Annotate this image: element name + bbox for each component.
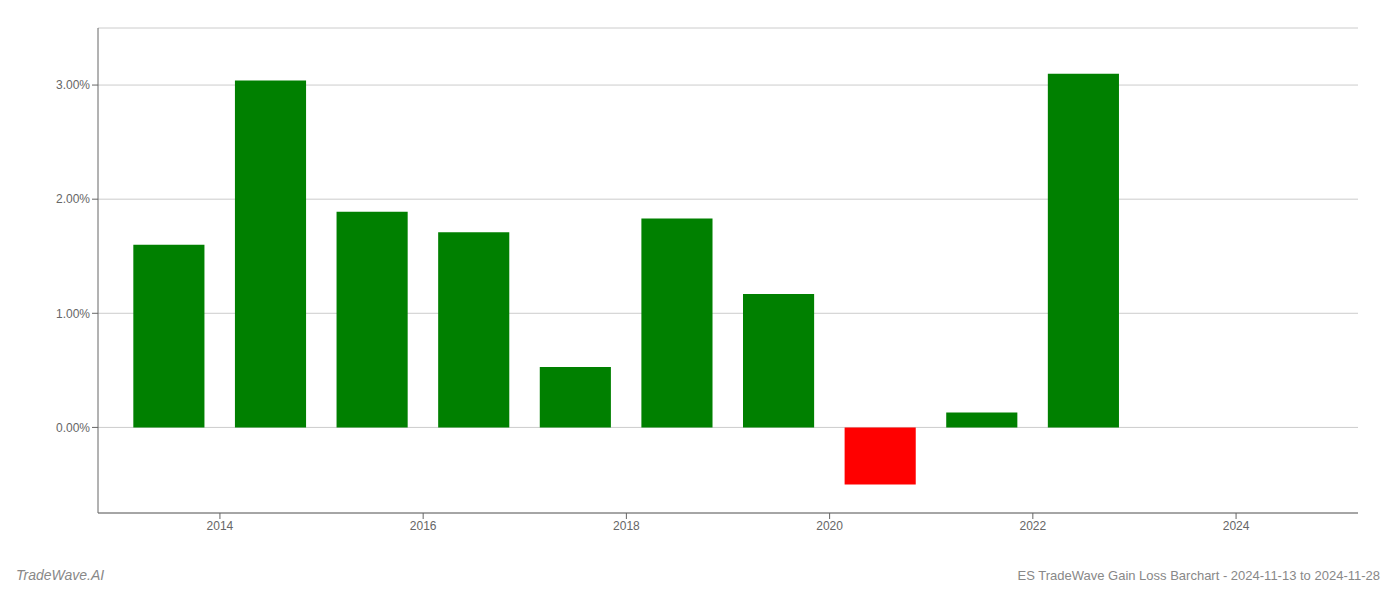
svg-text:2022: 2022 bbox=[1019, 519, 1046, 533]
svg-text:2018: 2018 bbox=[613, 519, 640, 533]
svg-text:1.00%: 1.00% bbox=[56, 307, 90, 321]
svg-text:2016: 2016 bbox=[410, 519, 437, 533]
svg-text:2024: 2024 bbox=[1223, 519, 1250, 533]
html-text:ES TradeWave Gain Loss Barchar: ES TradeWave Gain Loss Barchart - 2024-1… bbox=[1017, 568, 1380, 583]
html-text:TradeWave.AI: TradeWave.AI bbox=[16, 567, 105, 583]
svg-text:0.00%: 0.00% bbox=[56, 421, 90, 435]
svg-text:2014: 2014 bbox=[207, 519, 234, 533]
svg-text:3.00%: 3.00% bbox=[56, 78, 90, 92]
svg-text:2.00%: 2.00% bbox=[56, 192, 90, 206]
svg-text:2020: 2020 bbox=[816, 519, 843, 533]
